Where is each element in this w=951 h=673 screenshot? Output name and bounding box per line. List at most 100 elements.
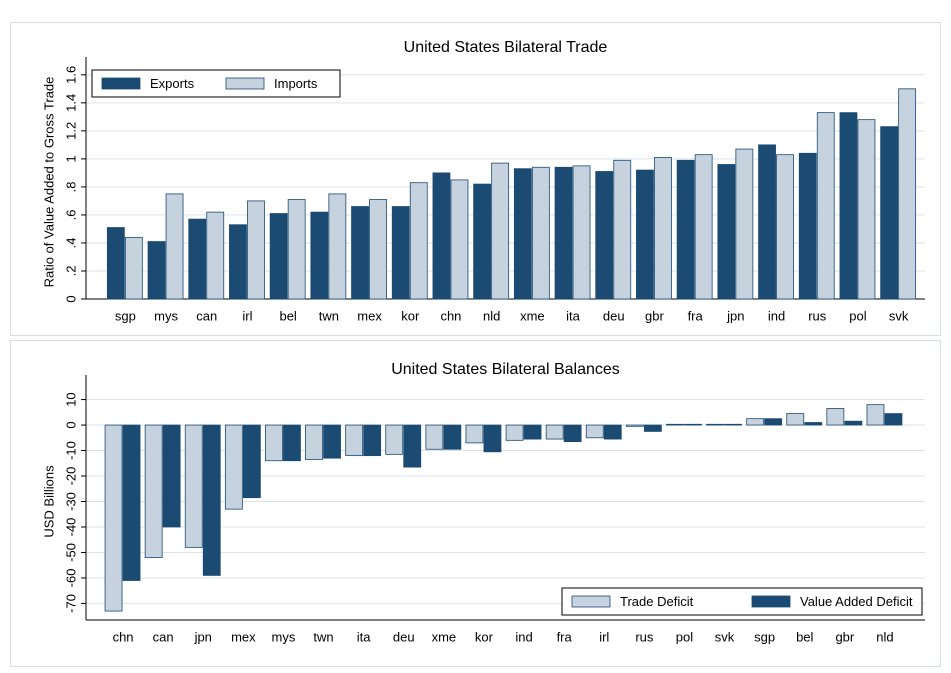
bar [283,424,301,462]
bar [884,413,903,426]
x-tick-label: nld [483,308,500,323]
x-tick-label: chn [113,629,134,644]
y-tick-label: -60 [63,569,78,588]
bar [880,126,899,300]
x-tick-label: svk [889,308,909,323]
bar [758,144,776,300]
y-tick-label: -40 [63,518,78,537]
legend-label: Exports [150,76,195,91]
y-tick-label: 10 [63,392,78,406]
y-tick-label: 1 [63,155,78,162]
bar [857,119,876,300]
y-tick-label: .2 [63,266,78,277]
y-tick-label: -10 [63,441,78,460]
y-tick-label: 0 [63,295,78,302]
bar [826,408,845,426]
x-tick-label: sgp [115,308,136,323]
bar [369,199,387,300]
bar [287,199,306,300]
bar [206,211,225,300]
bar [684,423,702,426]
bar [184,424,203,548]
bar [165,193,184,300]
legend-label: Value Added Deficit [800,594,913,609]
bar [643,424,662,432]
x-tick-label: gbr [835,629,854,644]
bar [305,424,323,460]
x-tick-label: fra [557,629,573,644]
y-axis-label: USD Billions [41,465,56,538]
bar [603,424,622,440]
bar [844,420,863,426]
bar [202,424,221,576]
y-tick-label: .8 [63,181,78,192]
x-tick-label: pol [849,308,866,323]
panel-frame [10,340,941,667]
bar [122,424,141,581]
bar [513,168,532,300]
bar [866,404,885,426]
x-tick-label: mys [154,308,178,323]
bar [144,424,163,558]
bar [613,159,632,300]
legend-swatch [101,77,141,90]
bar [443,424,462,450]
bar [483,424,502,453]
chart-title: United States Bilateral Trade [404,39,608,56]
y-tick-label: -30 [63,492,78,511]
x-tick-label: can [153,629,174,644]
bar [345,424,364,457]
x-tick-label: gbr [645,308,664,323]
bar [106,227,125,300]
x-tick-label: deu [603,308,625,323]
bar [563,424,582,443]
legend [561,587,923,616]
bar [269,213,288,300]
x-tick-label: irl [599,629,609,644]
bar [804,422,823,426]
bar [491,162,510,300]
bar [188,218,207,300]
bar [585,424,604,439]
bar [735,148,754,300]
y-tick-label: .6 [63,210,78,221]
bar [694,154,713,300]
bar [554,166,573,300]
legend-swatch [225,77,265,90]
bar [363,424,382,457]
x-tick-label: pol [676,629,693,644]
x-tick-label: ind [515,629,532,644]
bar [265,424,283,462]
y-tick-label: 1.6 [63,66,78,84]
bar [403,424,422,468]
bar [505,424,524,441]
bar [764,418,783,426]
y-tick-label: .4 [63,238,78,249]
x-tick-label: kor [475,629,494,644]
y-axis-label: Ratio of Value Added to Gross Trade [41,77,56,288]
bar [229,224,247,300]
bar [310,211,329,300]
x-tick-label: bel [279,308,296,323]
x-tick-label: can [196,308,217,323]
bar [625,424,644,427]
bar [666,423,684,426]
x-tick-label: rus [635,629,654,644]
bar [385,424,404,455]
bar [247,200,265,300]
x-tick-label: irl [242,308,252,323]
panel-frame [10,22,941,336]
legend-swatch [571,595,611,608]
x-tick-label: mex [357,308,382,323]
bar [898,88,917,300]
bar [351,206,369,300]
x-tick-label: mys [272,629,296,644]
x-tick-label: rus [808,308,827,323]
bar [717,164,736,300]
bar [409,182,428,300]
x-tick-label: xme [432,629,457,644]
bar [654,157,672,300]
bar [465,424,484,444]
